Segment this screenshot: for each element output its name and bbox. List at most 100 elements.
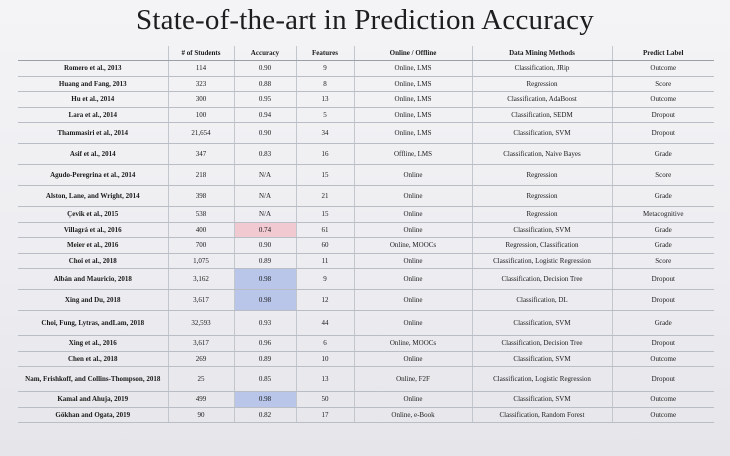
header-methods: Data Mining Methods [472,46,613,61]
cell-label: Outcome [612,407,714,423]
cell-features: 12 [296,289,355,311]
cell-label: Grade [612,222,714,238]
cell-students: 21,654 [168,122,235,144]
cell-accuracy: 0.95 [234,91,297,108]
cell-method: Classification, Naive Bayes [472,143,613,165]
cell-method: Regression [472,164,613,186]
cell-features: 13 [296,366,355,392]
table-row: Alston, Lane, and Wright, 2014 398 N/A 21 On… [18,185,714,207]
cell-accuracy: 0.89 [234,351,297,367]
table-row: Çevik et al., 2015 538 N/A 15 Online Regressi… [18,206,714,223]
cell-author: Choi et al., 2018 [18,253,169,269]
cell-students: 323 [168,76,235,92]
cell-label: Dropout [612,335,714,352]
cell-method: Regression, Classification [472,237,613,254]
cell-accuracy: 0.85 [234,366,297,392]
cell-features: 15 [296,206,355,223]
cell-features: 34 [296,122,355,144]
cell-students: 25 [168,366,235,392]
cell-students: 700 [168,237,235,254]
cell-mode: Online, LMS [354,76,473,92]
cell-author: Gökhan and Ogata, 2019 [18,407,169,423]
cell-author: Huang and Fang, 2013 [18,76,169,92]
table-row: Chen et al., 2018 269 0.89 10 Online Classifi… [18,351,714,367]
cell-label: Outcome [612,60,714,77]
cell-mode: Online [354,185,473,207]
cell-mode: Online [354,289,473,311]
cell-mode: Online, LMS [354,91,473,108]
cell-author: Nam, Frishkoff, and Collins-Thompson, 20… [18,366,169,392]
table-row: Huang and Fang, 2013 323 0.88 8 Online, LMS R… [18,76,714,92]
cell-author: Agudo-Peregrina et al., 2014 [18,164,169,186]
table-body: Romero et al., 2013 114 0.90 9 Online, LMS Cl… [18,60,714,423]
cell-author: Romero et al., 2013 [18,60,169,77]
cell-label: Grade [612,185,714,207]
cell-students: 90 [168,407,235,423]
cell-features: 50 [296,391,355,408]
cell-mode: Online, e-Book [354,407,473,423]
cell-label: Outcome [612,351,714,367]
cell-mode: Online, LMS [354,122,473,144]
cell-accuracy: 0.94 [234,107,297,123]
cell-features: 60 [296,237,355,254]
cell-accuracy: 0.90 [234,122,297,144]
cell-features: 5 [296,107,355,123]
table-row: Gökhan and Ogata, 2019 90 0.82 17 Online, e-… [18,407,714,423]
cell-label: Grade [612,237,714,254]
header-features: Features [296,46,355,61]
header-author [18,46,169,61]
cell-method: Regression [472,76,613,92]
cell-features: 9 [296,60,355,77]
cell-author: Lara et al., 2014 [18,107,169,123]
cell-mode: Online, LMS [354,107,473,123]
cell-accuracy: N/A [234,164,297,186]
cell-students: 3,162 [168,268,235,290]
cell-features: 9 [296,268,355,290]
cell-mode: Online [354,222,473,238]
header-students: # of Students [168,46,235,61]
cell-mode: Offline, LMS [354,143,473,165]
cell-method: Classification, Random Forest [472,407,613,423]
table-row: Lara et al., 2014 100 0.94 5 Online, LMS Clas… [18,107,714,123]
cell-features: 8 [296,76,355,92]
cell-method: Classification, Logistic Regression [472,366,613,392]
table-row: Meier et al., 2016 700 0.90 60 Online, MOOCs… [18,237,714,254]
cell-label: Score [612,164,714,186]
cell-author: Villagrá et al., 2016 [18,222,169,238]
cell-mode: Online, F2F [354,366,473,392]
cell-features: 61 [296,222,355,238]
cell-method: Classification, SVM [472,310,613,336]
cell-students: 3,617 [168,335,235,352]
table-row: Agudo-Peregrina et al., 2014 218 N/A 15 Onli… [18,164,714,186]
cell-author: Chen et al., 2018 [18,351,169,367]
cell-label: Dropout [612,268,714,290]
cell-method: Classification, Decision Tree [472,335,613,352]
cell-students: 347 [168,143,235,165]
cell-students: 300 [168,91,235,108]
cell-method: Regression [472,206,613,223]
table-row: Asif et al., 2014 347 0.83 16 Offline, LMS Cl… [18,143,714,165]
cell-accuracy: 0.89 [234,253,297,269]
cell-mode: Online [354,206,473,223]
cell-students: 538 [168,206,235,223]
cell-accuracy: 0.98 [234,268,297,290]
table-row: Hu et al., 2014 300 0.95 13 Online, LMS Class… [18,91,714,108]
cell-features: 11 [296,253,355,269]
cell-students: 1,075 [168,253,235,269]
cell-students: 398 [168,185,235,207]
table-row: Romero et al., 2013 114 0.90 9 Online, LMS Cl… [18,60,714,77]
header-mode: Online / Offline [354,46,473,61]
cell-label: Outcome [612,391,714,408]
cell-author: Alston, Lane, and Wright, 2014 [18,185,169,207]
cell-features: 44 [296,310,355,336]
cell-accuracy: N/A [234,185,297,207]
accuracy-table-container: # of Students Accuracy Features Online / Of… [18,46,714,448]
cell-mode: Online, MOOCs [354,237,473,254]
table-row: Choi et al., 2018 1,075 0.89 11 Online Classi… [18,253,714,269]
table-row: Kamal and Ahuja, 2019 499 0.98 50 Online Clas… [18,391,714,408]
cell-label: Outcome [612,91,714,108]
cell-method: Classification, SVM [472,222,613,238]
cell-method: Classification, DL [472,289,613,311]
cell-method: Classification, Decision Tree [472,268,613,290]
cell-author: Hu et al., 2014 [18,91,169,108]
